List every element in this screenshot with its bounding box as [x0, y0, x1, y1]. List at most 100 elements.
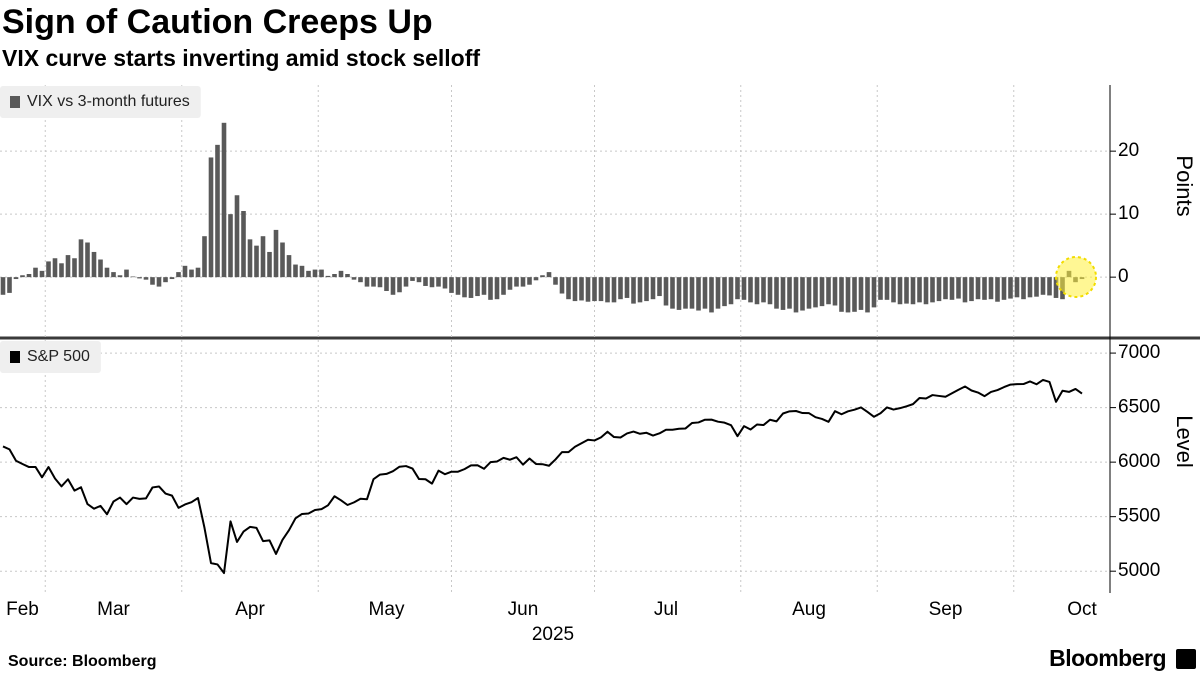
- bar: [377, 277, 383, 288]
- bar: [774, 277, 779, 309]
- title: Sign of Caution Creeps Up: [2, 3, 433, 41]
- brand-logo: Bloomberg: [1049, 645, 1166, 671]
- bar: [429, 277, 435, 288]
- subtitle: VIX curve starts inverting amid stock se…: [2, 45, 480, 71]
- bar: [241, 211, 246, 278]
- bar: [306, 270, 311, 278]
- bar: [215, 144, 220, 278]
- bar: [46, 261, 51, 278]
- bar: [507, 277, 513, 290]
- bar: [72, 258, 77, 278]
- bar: [423, 277, 428, 286]
- bar: [182, 265, 188, 278]
- bar: [637, 277, 643, 303]
- brand-icon: [1176, 649, 1196, 669]
- bar: [878, 277, 883, 300]
- bar: [130, 276, 136, 278]
- bar: [618, 277, 623, 300]
- bar: [767, 277, 773, 305]
- bar: [338, 270, 344, 278]
- bar: [221, 122, 227, 278]
- bar: [319, 269, 324, 278]
- bar: [176, 272, 181, 278]
- bar: [592, 277, 597, 302]
- bar: [605, 277, 610, 303]
- bar: [1047, 277, 1052, 296]
- bar: [800, 277, 805, 311]
- bar: [26, 274, 32, 278]
- bar: [787, 277, 792, 309]
- bar: [254, 245, 259, 278]
- bar: [546, 272, 552, 278]
- bar: [520, 277, 526, 287]
- bar: [358, 277, 363, 283]
- bar: [559, 277, 565, 294]
- bar: [871, 277, 877, 308]
- bar: [585, 277, 591, 302]
- y-tick-label: 5500: [1118, 506, 1160, 527]
- bar: [943, 277, 948, 300]
- bar: [975, 277, 981, 300]
- bar: [20, 275, 25, 278]
- bar: [930, 277, 935, 303]
- bar: [442, 277, 448, 289]
- bar: [722, 277, 727, 307]
- bar: [189, 269, 194, 278]
- bar: [988, 277, 994, 300]
- bar: [0, 277, 6, 295]
- bar: [611, 277, 617, 303]
- x-axis-year: 2025: [532, 624, 574, 645]
- x-tick-label: Sep: [929, 599, 963, 620]
- bar: [657, 277, 662, 297]
- bar: [1021, 277, 1026, 300]
- bar: [533, 277, 539, 281]
- bar: [1014, 277, 1020, 298]
- bar: [65, 255, 71, 278]
- bar: [813, 277, 818, 308]
- legend-label: S&P 500: [27, 348, 90, 365]
- bar: [527, 277, 532, 285]
- bar: [715, 277, 721, 309]
- bar: [299, 265, 305, 278]
- bar: [208, 157, 214, 278]
- bar: [91, 251, 97, 278]
- bar: [780, 277, 786, 310]
- bar: [273, 229, 279, 278]
- legend: VIX vs 3-month futures: [0, 86, 201, 118]
- bar: [234, 195, 240, 278]
- x-tick-label: Jul: [654, 599, 678, 620]
- bar: [104, 267, 110, 278]
- bar: [696, 277, 701, 311]
- bar: [910, 277, 916, 305]
- bar: [598, 277, 604, 302]
- bar: [267, 251, 272, 278]
- bar: [748, 277, 753, 303]
- bar: [735, 277, 740, 300]
- bar: [202, 236, 207, 278]
- y-tick-label: 10: [1118, 203, 1139, 224]
- bar: [462, 277, 467, 298]
- bar: [384, 277, 389, 292]
- bar: [650, 277, 656, 300]
- bar: [1027, 277, 1033, 298]
- bar: [228, 214, 233, 278]
- bar: [397, 277, 402, 293]
- bar: [111, 272, 116, 278]
- bar: [481, 277, 487, 295]
- bar: [403, 277, 409, 287]
- bar: [7, 277, 12, 293]
- bar: [624, 277, 630, 298]
- bar: [832, 277, 838, 306]
- bar: [364, 277, 370, 287]
- bar: [819, 277, 825, 307]
- bar: [579, 277, 584, 301]
- x-tick-label: Feb: [6, 599, 39, 620]
- bar: [468, 277, 474, 298]
- bar: [702, 277, 708, 309]
- bar: [969, 277, 974, 302]
- y-tick-label: 0: [1118, 266, 1129, 287]
- legend-box: [0, 341, 101, 373]
- legend-label: VIX vs 3-month futures: [27, 93, 190, 110]
- bar: [59, 263, 64, 278]
